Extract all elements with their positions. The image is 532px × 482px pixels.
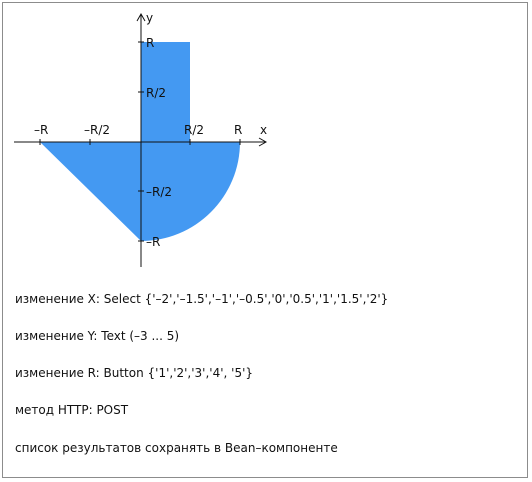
y-axis-arrow [136,12,146,22]
area-diagram: y x –R –R/2 R/2 R R R/2 –R/2 –R [14,11,268,267]
x-change-description: изменение X: Select {'–2','–1.5','–1','–… [15,292,389,306]
region-quarter-circle [141,142,240,241]
page-frame [2,2,528,478]
x-axis-label: x [260,123,267,137]
x-tick-label: –R/2 [84,123,110,137]
x-tick-label: R/2 [184,123,204,137]
y-tick-label: R [146,36,154,50]
axes [14,12,268,267]
y-change-description: изменение Y: Text (–3 ... 5) [15,329,180,343]
y-tick-label: –R/2 [146,185,172,199]
x-tick-label: R [234,123,242,137]
x-tick-label: –R [34,123,48,137]
x-axis-arrow [258,137,268,147]
y-axis-label: y [146,11,153,25]
http-method-description: метод HTTP: POST [15,403,129,417]
region-triangle [40,142,141,241]
shaded-region [40,42,240,241]
y-tick-label: R/2 [146,86,166,100]
y-tick-label: –R [146,235,160,249]
storage-description: список результатов сохранять в Bean–комп… [15,441,338,455]
region-rectangle [141,42,190,142]
r-change-description: изменение R: Button {'1','2','3','4', '5… [15,366,254,380]
